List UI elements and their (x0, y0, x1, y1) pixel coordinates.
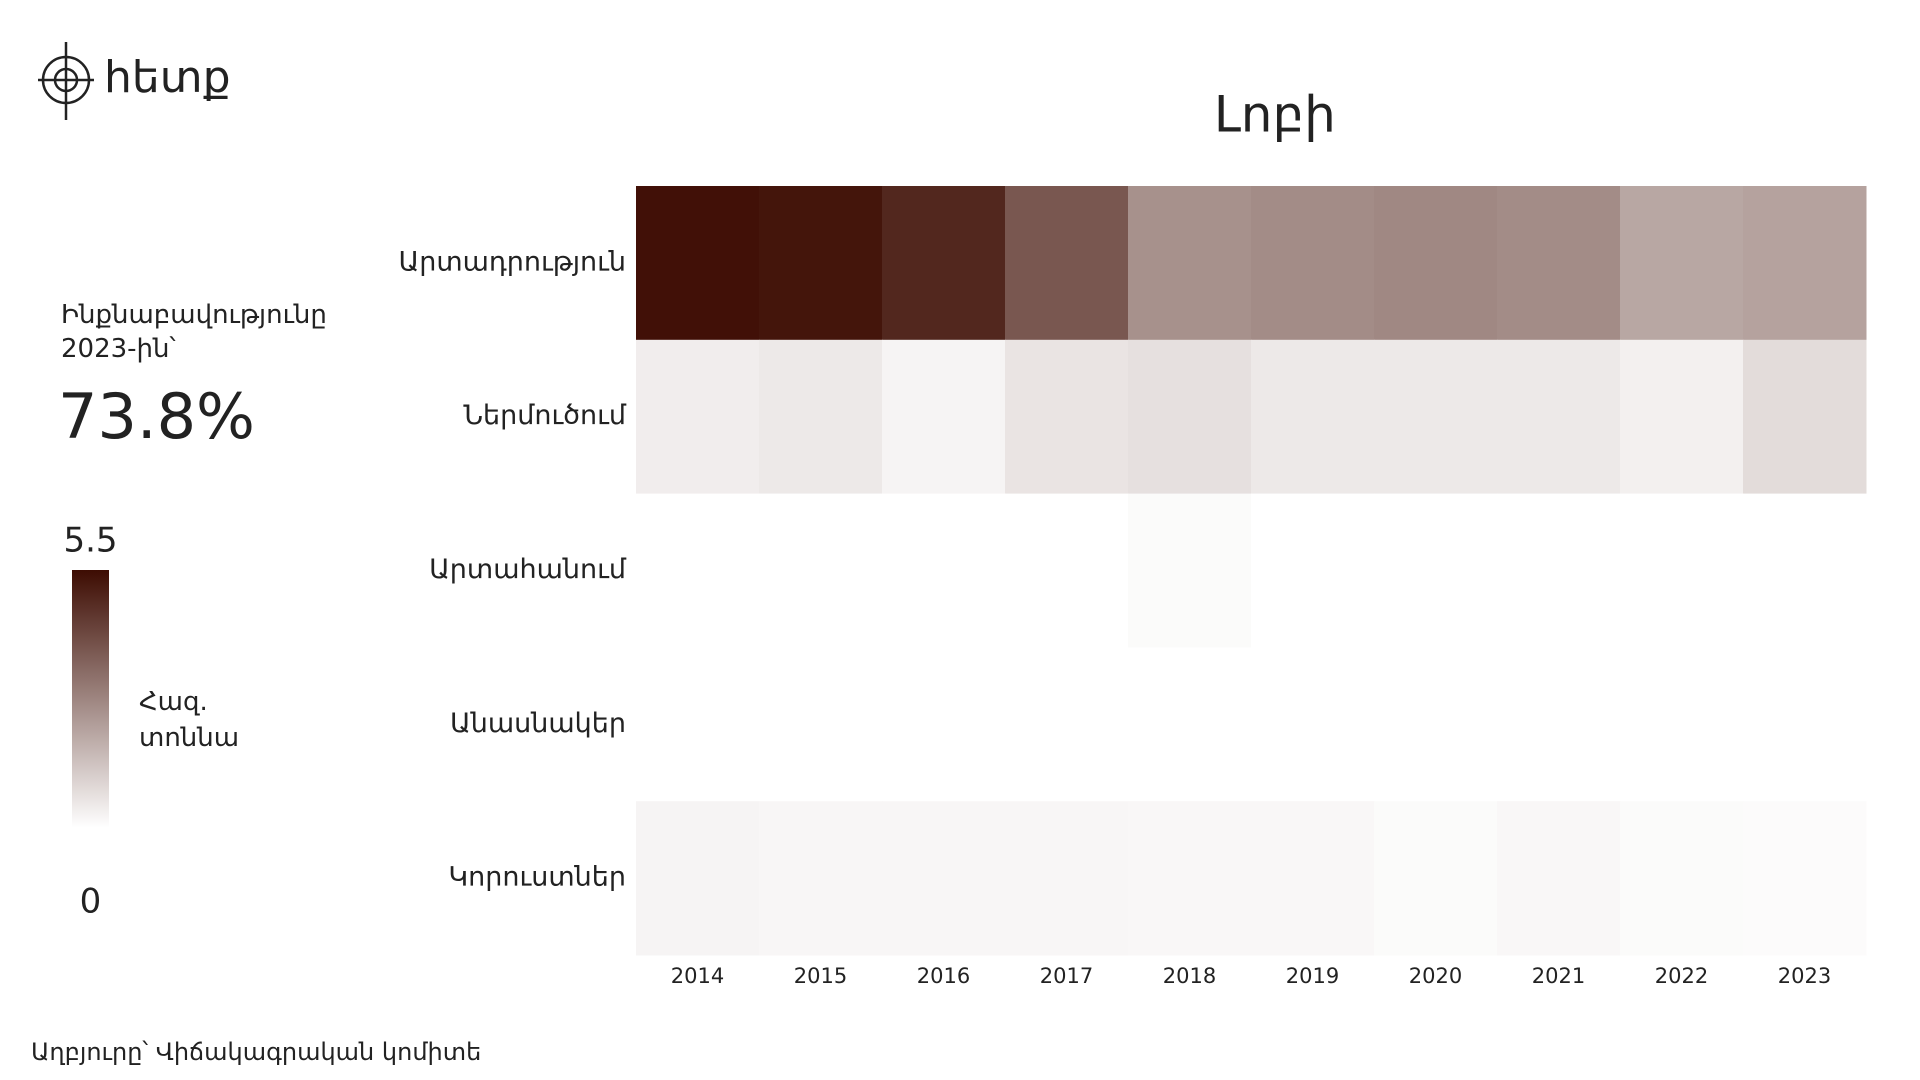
heatmap-cell (1620, 339, 1744, 495)
x-tick-label: 2019 (1286, 964, 1339, 988)
heatmap-cell (1497, 493, 1621, 648)
x-tick-label: 2017 (1040, 964, 1093, 988)
heatmap-cell (636, 493, 760, 648)
heatmap-cell (759, 801, 883, 956)
y-tick-label: Կորուստներ (448, 862, 626, 893)
colorbar (72, 570, 109, 828)
heatmap-cell (1374, 186, 1498, 341)
x-tick-label: 2016 (917, 964, 970, 988)
heatmap-cell (1497, 801, 1621, 956)
heatmap-cell (1743, 339, 1867, 495)
heatmap-cell (759, 339, 883, 495)
heatmap-cell (1128, 801, 1252, 956)
heatmap-cell (1005, 339, 1129, 495)
heatmap-cell (882, 801, 1006, 956)
heatmap-cell (1005, 186, 1129, 341)
heatmap-cell (882, 339, 1006, 495)
y-tick-label: Ներմուծում (463, 400, 627, 431)
heatmap-cell (1128, 339, 1252, 495)
logo-icon (38, 42, 94, 120)
heatmap-cell (1128, 647, 1252, 802)
x-tick-label: 2020 (1409, 964, 1462, 988)
heatmap-cell (1497, 647, 1621, 802)
heatmap-cell (1497, 186, 1621, 341)
heatmap-cell (759, 186, 883, 341)
side-note-label: Ինքնաբավությունը 2023-ին՝ (61, 300, 327, 364)
heatmap-cell (1743, 493, 1867, 648)
heatmap-cell (1251, 186, 1375, 341)
colorbar-tick-label: 5.5 (63, 521, 117, 561)
heatmap-cell (1497, 339, 1621, 495)
x-tick-label: 2015 (794, 964, 847, 988)
y-tick-label: Արտահանում (429, 554, 627, 585)
heatmap-cell (1374, 801, 1498, 956)
logo-text: հետք (104, 52, 231, 103)
source: Աղբյուրը՝ Վիճակագրական կոմիտե (31, 1038, 482, 1066)
colorbar-label: Հազ. տոննա (139, 687, 240, 753)
heatmap-cell (636, 801, 760, 956)
heatmap-cell (759, 493, 883, 648)
side-note-value: 73.8% (58, 380, 255, 453)
x-tick-label: 2018 (1163, 964, 1216, 988)
heatmap-cell (1743, 647, 1867, 802)
heatmap-cell (1374, 339, 1498, 495)
chart-title: Լոբի (1214, 86, 1336, 144)
y-tick-label: Արտադրություն (399, 246, 626, 277)
heatmap-cell (1005, 647, 1129, 802)
heatmap-cell (1374, 647, 1498, 802)
heatmap-cell (759, 647, 883, 802)
heatmap-cell (1620, 186, 1744, 341)
heatmap-cell (636, 186, 760, 341)
heatmap-cell (1128, 493, 1252, 648)
heatmap-cell (1251, 339, 1375, 495)
heatmap-cell (636, 339, 760, 495)
x-tick-label: 2022 (1655, 964, 1708, 988)
heatmap-cell (1620, 647, 1744, 802)
heatmap-cell (1251, 801, 1375, 956)
x-tick-label: 2014 (671, 964, 724, 988)
x-tick-label: 2021 (1532, 964, 1585, 988)
y-tick-label: Անասնակեր (450, 708, 626, 739)
heatmap-cell (1743, 186, 1867, 341)
colorbar-tick-label: 0 (80, 882, 102, 922)
heatmap-cell (636, 647, 760, 802)
heatmap-cell (1128, 186, 1252, 341)
heatmap-cell (1005, 493, 1129, 648)
heatmap-cell (1374, 493, 1498, 648)
heatmap-cell (1251, 493, 1375, 648)
heatmap-cell (1743, 801, 1867, 956)
heatmap-cell (1005, 801, 1129, 956)
heatmap-cell (1620, 493, 1744, 648)
heatmap-cell (1251, 647, 1375, 802)
heatmap-cell (882, 186, 1006, 341)
x-tick-label: 2023 (1778, 964, 1831, 988)
heatmap-cell (882, 493, 1006, 648)
heatmap-cell (1620, 801, 1744, 956)
heatmap-cell (882, 647, 1006, 802)
